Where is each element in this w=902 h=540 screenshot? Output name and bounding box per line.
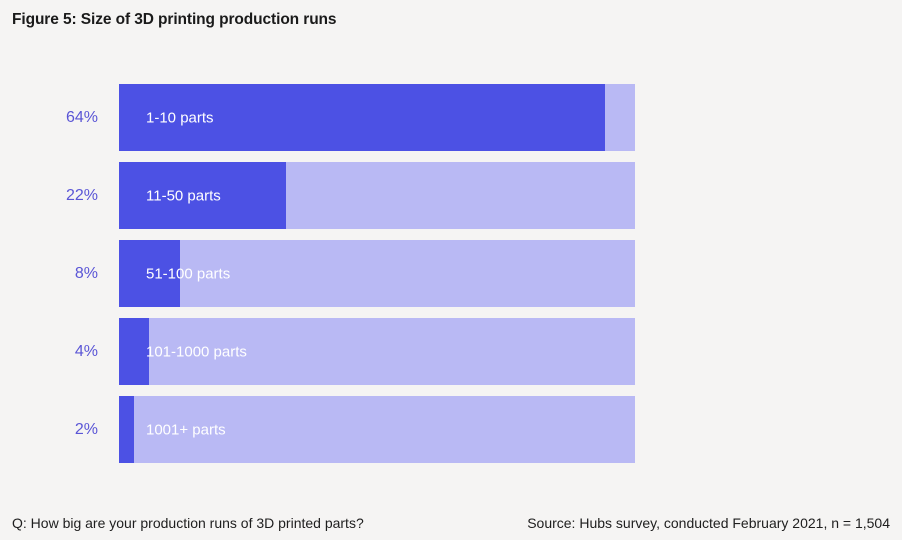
bar-row: 4% 101-1000 parts bbox=[0, 318, 902, 385]
bar-fill bbox=[119, 84, 605, 151]
bar-fill bbox=[119, 162, 286, 229]
bar-category-label: 1-10 parts bbox=[146, 109, 214, 126]
bar-row: 22% 11-50 parts bbox=[0, 162, 902, 229]
bar-fill bbox=[119, 318, 150, 385]
bar-value-label: 2% bbox=[74, 420, 98, 438]
bar-category-label: 101-1000 parts bbox=[146, 343, 247, 360]
figure-title: Figure 5: Size of 3D printing production… bbox=[12, 11, 337, 28]
bar-row: 2% 1001+ parts bbox=[0, 396, 902, 463]
survey-question: Q: How big are your production runs of 3… bbox=[12, 515, 364, 531]
bar-fill bbox=[119, 240, 180, 307]
bar-track: 1-10 parts bbox=[119, 84, 635, 151]
bar-value-label: 4% bbox=[74, 342, 98, 360]
bar-row: 8% 51-100 parts bbox=[0, 240, 902, 307]
bar-track: 1001+ parts bbox=[119, 396, 635, 463]
bar-value-label: 22% bbox=[65, 186, 98, 204]
bar-category-label: 11-50 parts bbox=[146, 187, 221, 204]
bar-category-label: 51-100 parts bbox=[146, 265, 231, 282]
footer: Q: How big are your production runs of 3… bbox=[12, 515, 890, 531]
bar-track: 51-100 parts bbox=[119, 240, 635, 307]
bar-track: 11-50 parts bbox=[119, 162, 635, 229]
bar-value-label: 64% bbox=[65, 108, 98, 126]
bar-track: 101-1000 parts bbox=[119, 318, 635, 385]
bar-chart: 64% 1-10 parts 22% 11-50 parts 8% 51-100 part… bbox=[0, 84, 902, 463]
bar-fill bbox=[119, 396, 135, 463]
source-note: Source: Hubs survey, conducted February … bbox=[527, 515, 890, 531]
bar-value-label: 8% bbox=[74, 264, 98, 282]
bar-row: 64% 1-10 parts bbox=[0, 84, 902, 151]
bar-category-label: 1001+ parts bbox=[146, 421, 226, 438]
